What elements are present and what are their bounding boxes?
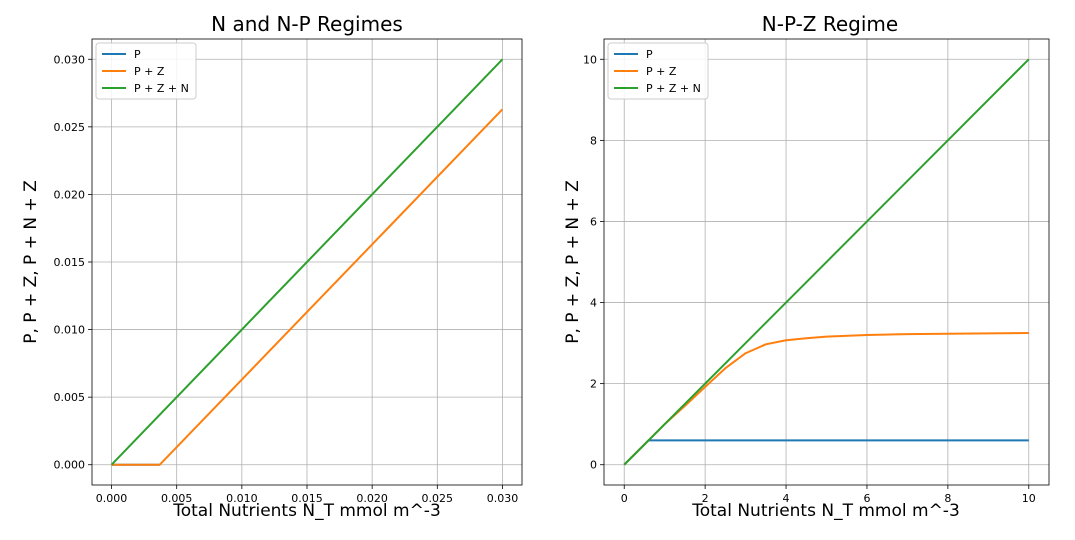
x-axis-label: Total Nutrients N_T mmol m^-3 (691, 501, 960, 521)
legend: P P + Z P + Z + N (95, 42, 197, 100)
chart-title: N and N-P Regimes (211, 12, 403, 36)
legend-label: P (134, 48, 141, 61)
legend-box (607, 42, 709, 100)
series-line-p-z (111, 108, 504, 466)
legend: P P + Z P + Z + N (607, 42, 709, 100)
y-axis-label: P, P + Z, P + N + Z (563, 180, 583, 344)
x-tick-label: 0.010 (226, 492, 258, 505)
x-tick-label: 0 (621, 492, 628, 505)
y-tick-label: 6 (590, 215, 597, 228)
y-tick-label: 0.010 (54, 324, 86, 337)
y-tick-label: 0.020 (54, 188, 86, 201)
x-tick-label: 10 (1022, 492, 1036, 505)
series-line-p-z (623, 331, 1029, 466)
y-axis-label: P, P + Z, P + N + Z (21, 180, 41, 344)
y-tick-label: 4 (590, 297, 597, 310)
legend-label: P (646, 48, 653, 61)
legend-box (95, 42, 197, 100)
series-line-p-z-n (623, 58, 1030, 466)
x-tick-label: 8 (944, 492, 951, 505)
chart-title: N-P-Z Regime (762, 12, 898, 36)
x-tick-label: 6 (863, 492, 870, 505)
y-tick-label: 8 (590, 134, 597, 147)
y-tick-label: 0.000 (54, 459, 86, 472)
plot-frame (603, 38, 1050, 486)
x-axis-label: Total Nutrients N_T mmol m^-3 (172, 501, 441, 521)
x-tick-label: 0.025 (422, 492, 454, 505)
y-tick-label: 0.025 (54, 121, 86, 134)
x-tick-label: 2 (702, 492, 709, 505)
y-tick-label: 10 (583, 53, 597, 66)
legend-label: P + Z + N (134, 82, 189, 95)
x-tick-label: 0.020 (356, 492, 388, 505)
y-tick-label: 0.030 (54, 53, 86, 66)
x-tick-label: 0.000 (96, 492, 128, 505)
legend-label: P + Z + N (646, 82, 701, 95)
y-tick-label: 0 (590, 459, 597, 472)
series-line-p (623, 439, 1029, 466)
chart-panel-2: 0 2 4 6 8 10 0 2 4 6 8 10 N-P-Z Regime Total Nutrient… (563, 12, 1050, 521)
y-tick-label: 2 (590, 378, 597, 391)
chart-panel-1: 0.000 0.005 0.010 0.015 0.020 0.025 0.030 0.000… (21, 12, 523, 521)
legend-label: P + Z (646, 65, 677, 78)
x-tick-label: 0.005 (161, 492, 193, 505)
x-tick-label: 4 (783, 492, 790, 505)
y-tick-label: 0.005 (54, 391, 86, 404)
x-tick-label: 0.015 (291, 492, 323, 505)
y-tick-label: 0.015 (54, 256, 86, 269)
x-tick-label: 0.030 (487, 492, 519, 505)
series-line-p-z-n (110, 58, 504, 466)
legend-label: P + Z (134, 65, 165, 78)
